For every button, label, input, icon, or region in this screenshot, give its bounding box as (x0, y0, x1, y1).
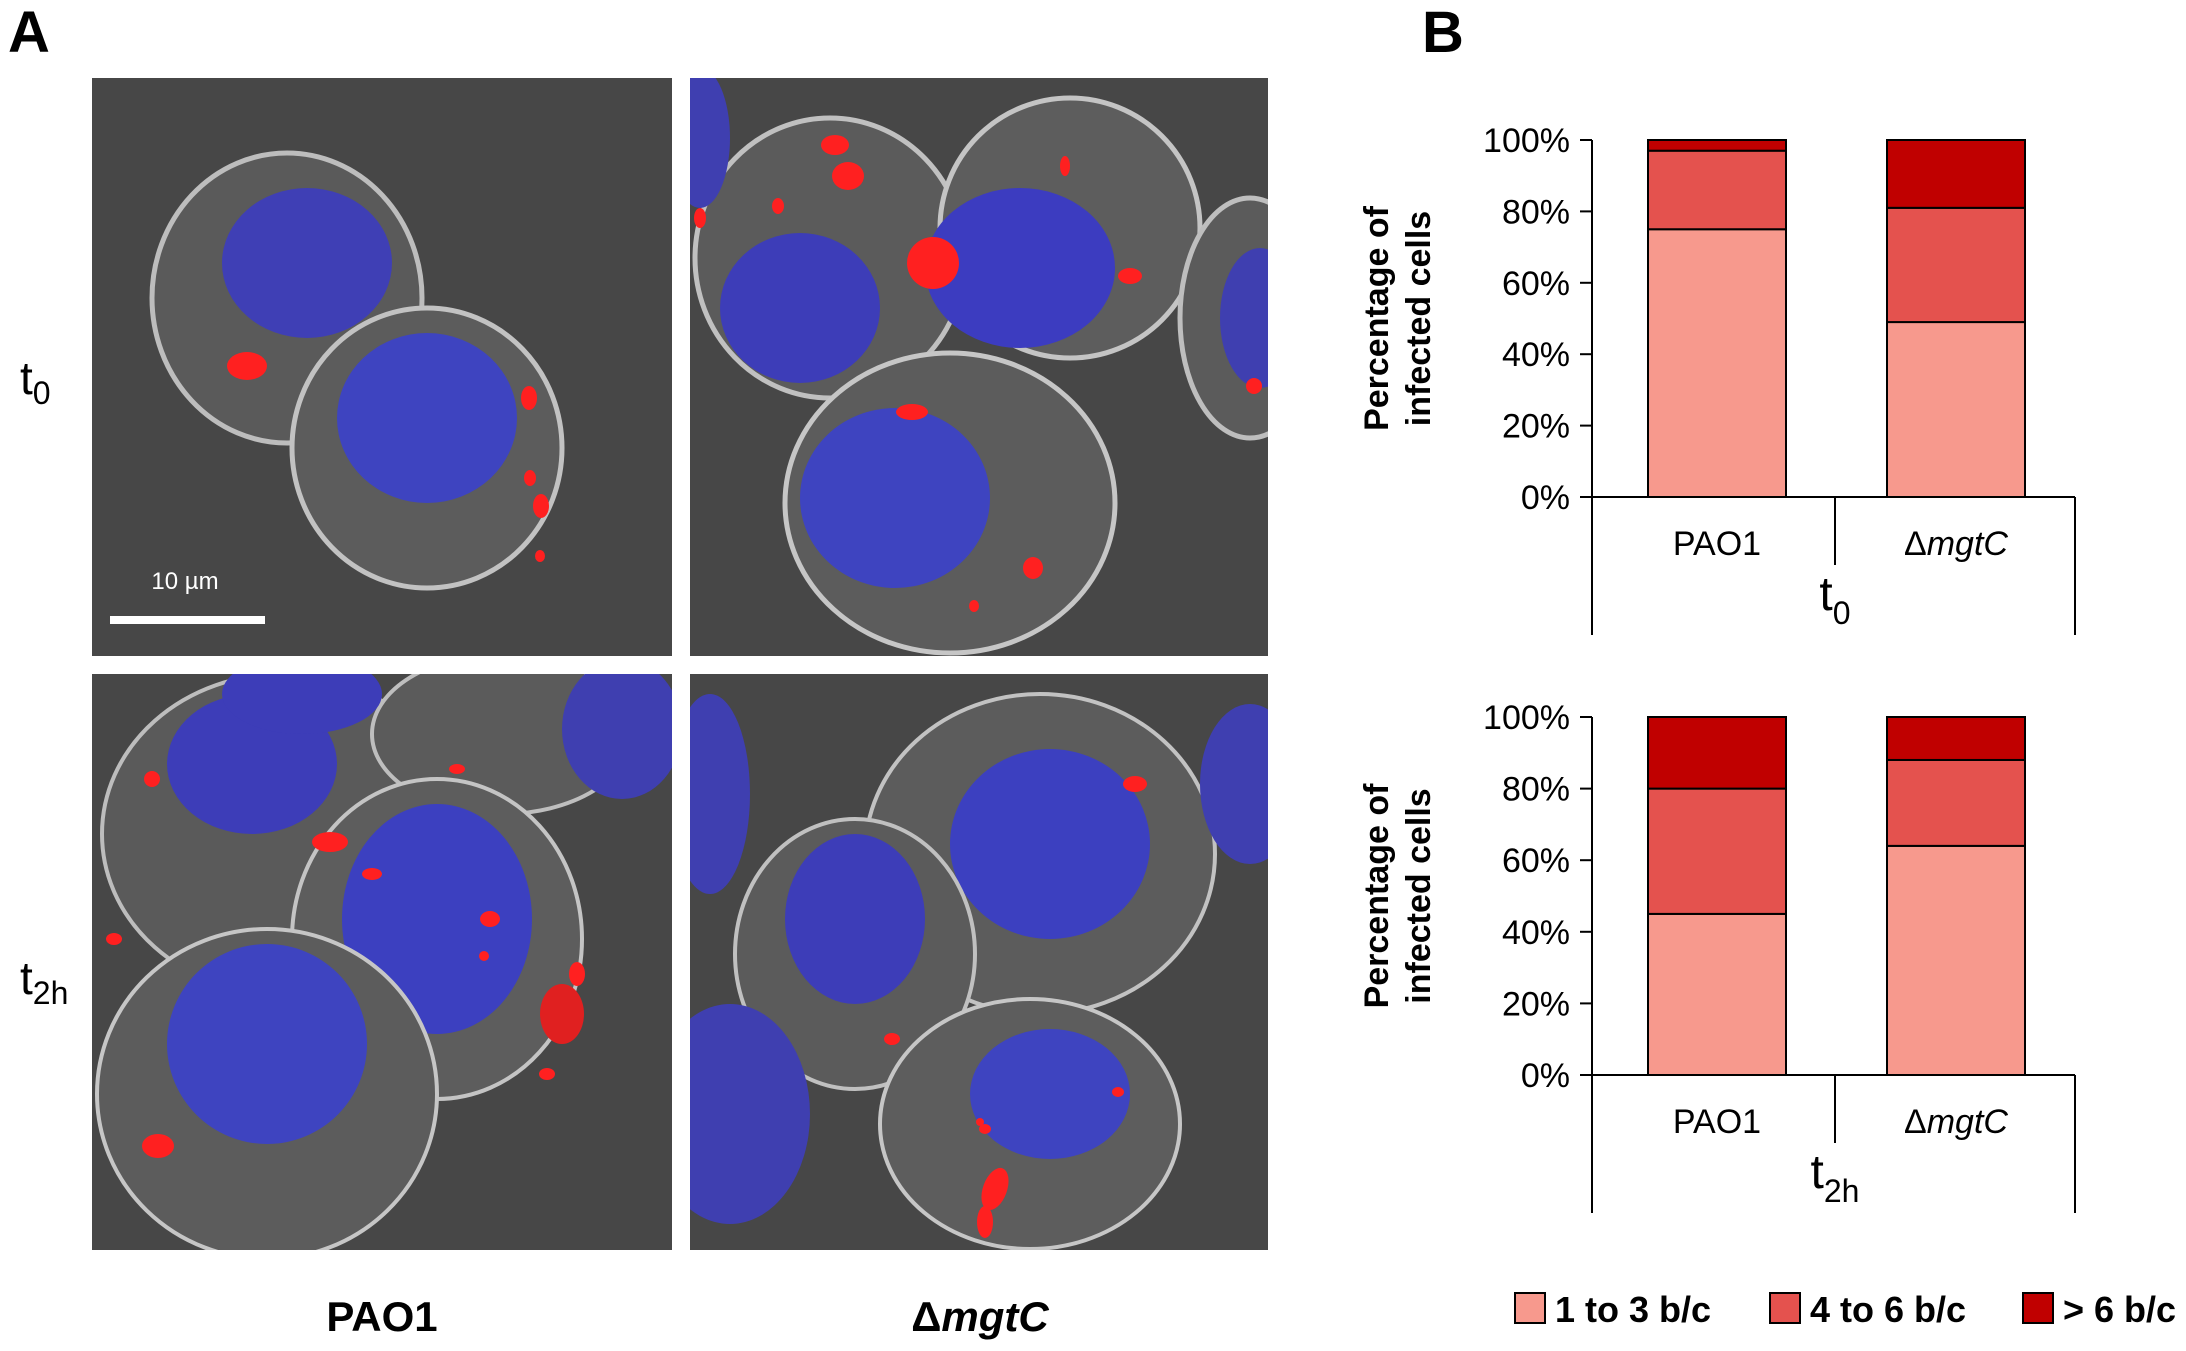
x-group-label: t2h (1811, 1146, 1860, 1209)
bar-segment-mgtc-2 (1886, 206, 2026, 324)
y-tick-label: 80% (1502, 193, 1570, 231)
legend-label-1: 1 to 3 b/c (1555, 1289, 1711, 1330)
bar-segment-pao1-1 (1647, 228, 1787, 498)
bar-segment-mgtc-1 (1886, 321, 2026, 498)
bar-segment-pao1-3 (1647, 139, 1787, 152)
category-label-pao1: PAO1 (1673, 525, 1761, 563)
y-tick-label: 40% (1502, 336, 1570, 374)
micrograph-pao1-t0 (92, 78, 672, 656)
legend-swatch-3 (2022, 1292, 2054, 1324)
micrograph-pao1-t2h (92, 674, 672, 1250)
category-label-pao1: PAO1 (1673, 1103, 1761, 1141)
micrograph-mgtc-t2h (690, 674, 1268, 1250)
bar-segment-mgtc-1 (1886, 844, 2026, 1076)
legend-label-2: 4 to 6 b/c (1810, 1289, 1966, 1330)
y-tick-label: 20% (1502, 985, 1570, 1023)
legend-swatch-2 (1769, 1292, 1801, 1324)
scale-bar (110, 616, 265, 624)
bar-segment-mgtc-2 (1886, 758, 2026, 847)
micrograph-mgtc-t0-image (690, 78, 1268, 656)
bar-segment-pao1-2 (1647, 787, 1787, 915)
legend-label-3: > 6 b/c (2063, 1289, 2176, 1330)
y-tick-label: 60% (1502, 265, 1570, 303)
panel-label-b: B (1422, 0, 1464, 65)
bar-segment-mgtc-3 (1886, 716, 2026, 761)
micrograph-mgtc-t0 (690, 78, 1268, 656)
legend-swatch-1 (1514, 1292, 1546, 1324)
scale-bar-label: 10 µm (151, 568, 219, 595)
col-label-mgtc: ΔmgtC (690, 1293, 1270, 1341)
row-label-t2h-main: t (20, 952, 33, 1004)
micrograph-pao1-t0-image (92, 78, 672, 656)
panel-label-a: A (8, 0, 50, 65)
y-tick-label: 0% (1521, 479, 1570, 517)
y-tick-label: 40% (1502, 914, 1570, 952)
row-label-t0-main: t (20, 352, 33, 404)
bar-segment-pao1-1 (1647, 912, 1787, 1077)
category-label-mgtc: ΔmgtC (1904, 1103, 2008, 1141)
col-label-mgtc-italic: mgtC (941, 1293, 1049, 1340)
y-tick-label: 80% (1502, 771, 1570, 809)
bar-segment-pao1-2 (1647, 149, 1787, 231)
category-label-mgtc: ΔmgtC (1904, 525, 2008, 563)
y-tick-label: 20% (1502, 408, 1570, 446)
legend: 1 to 3 b/c 4 to 6 b/c > 6 b/c (1514, 1289, 2176, 1330)
y-tick-label: 0% (1521, 1057, 1570, 1095)
col-label-pao1-text: PAO1 (326, 1293, 438, 1340)
micrograph-pao1-t2h-image (92, 674, 672, 1250)
col-label-mgtc-prefix: Δ (911, 1293, 942, 1340)
row-label-t2h: t2h (20, 955, 68, 1009)
stacked-bar-chart-top: 0% 20% 40% 60% 80% 100% PAO1 ΔmgtC t0 Percentage … (1358, 122, 2076, 635)
stacked-bar-chart-bottom: 0% 20% 40% 60% 80% 100% PAO1 ΔmgtC t2h Percentage… (1358, 699, 2076, 1213)
y-tick-label: 60% (1502, 842, 1570, 880)
bar-segment-pao1-3 (1647, 716, 1787, 790)
y-axis-label: Percentage of infected cells (1358, 783, 1438, 1009)
y-tick-label: 100% (1483, 122, 1570, 160)
x-group-label: t0 (1819, 568, 1850, 631)
micrograph-mgtc-t2h-image (690, 674, 1268, 1250)
row-label-t0-sub: 0 (32, 375, 51, 411)
bar-segment-mgtc-3 (1886, 139, 2026, 209)
y-tick-label: 100% (1483, 699, 1570, 737)
y-axis-label: Percentage of infected cells (1358, 205, 1438, 431)
col-label-pao1: PAO1 (92, 1293, 672, 1341)
row-label-t2h-sub: 2h (32, 975, 69, 1011)
row-label-t0: t0 (20, 355, 51, 409)
